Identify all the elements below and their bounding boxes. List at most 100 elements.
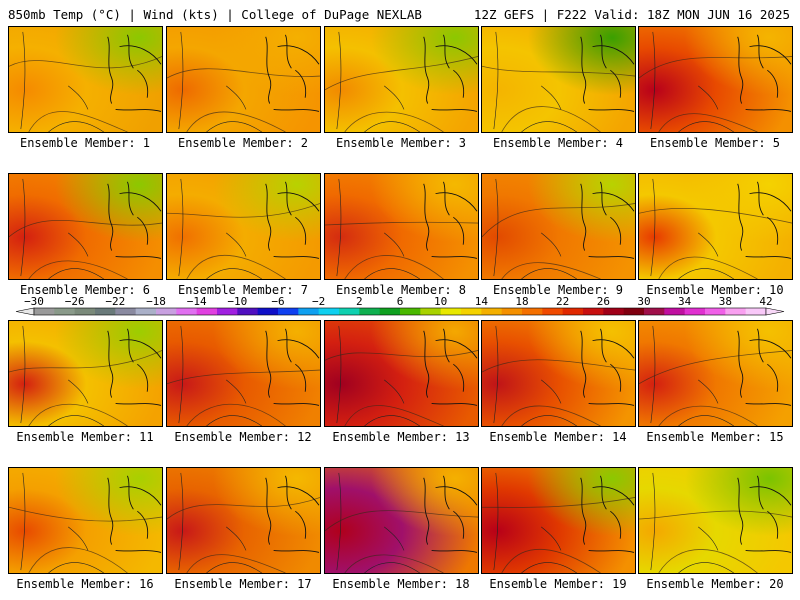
great-lakes-coastline	[107, 328, 162, 406]
colorbar-tick-label: −22	[105, 296, 125, 308]
colorbar-tick-label: 34	[678, 296, 692, 308]
height-contour	[9, 220, 162, 279]
map-title: 850mb Temp (°C) | Wind (kts) | College o…	[8, 7, 422, 22]
colorbar-swatch	[339, 308, 360, 315]
colorbar-min-arrow	[15, 307, 35, 316]
ensemble-member-map	[8, 467, 163, 574]
colorbar-tick-label: −2	[312, 296, 325, 308]
state-borders	[650, 31, 734, 132]
state-borders	[493, 31, 577, 132]
height-contour	[325, 510, 478, 573]
ensemble-member-label: Ensemble Member: 7	[177, 283, 309, 297]
great-lakes-coastline	[737, 34, 792, 112]
colorbar-swatch	[196, 308, 218, 315]
ensemble-member-label: Ensemble Member: 15	[646, 430, 784, 444]
state-borders	[20, 325, 104, 426]
great-lakes-coastline	[580, 181, 635, 259]
great-lakes-coastline	[423, 475, 478, 553]
ensemble-member-label: Ensemble Member: 3	[335, 136, 467, 150]
height-contour	[325, 350, 478, 426]
great-lakes-coastline	[107, 475, 162, 553]
ensemble-member-label: Ensemble Member: 20	[646, 577, 784, 591]
colorbar-tick-label: 2	[356, 296, 363, 308]
colorbar-swatch	[562, 308, 584, 315]
colorbar-swatch	[644, 308, 665, 315]
ensemble-member-label: Ensemble Member: 9	[492, 283, 624, 297]
colorbar-tick-label: 18	[515, 296, 528, 308]
ensemble-member-map	[638, 320, 793, 427]
colorbar-tick-label: −6	[271, 296, 284, 308]
colorbar-swatch	[522, 308, 543, 315]
colorbar-swatch	[115, 308, 137, 315]
state-borders	[178, 472, 262, 573]
ensemble-member-map	[8, 320, 163, 427]
height-contour	[325, 56, 478, 132]
colorbar-tick-label: −10	[227, 296, 247, 308]
colorbar-tick-label: −18	[146, 296, 166, 308]
ensemble-member-map	[481, 320, 636, 427]
colorbar-swatch	[400, 308, 421, 315]
height-contour	[167, 68, 320, 132]
colorbar-swatch	[440, 308, 462, 315]
colorbar-tick-label: 30	[637, 296, 650, 308]
ensemble-member-map	[324, 173, 479, 280]
colorbar-swatch	[54, 308, 76, 315]
ensemble-member-map	[8, 173, 163, 280]
height-contour	[167, 369, 320, 426]
state-borders	[178, 325, 262, 426]
height-contour	[167, 497, 320, 573]
colorbar-swatch	[74, 308, 96, 315]
ensemble-member-map	[166, 26, 321, 133]
height-contour	[639, 350, 792, 426]
state-borders	[336, 31, 420, 132]
great-lakes-coastline	[265, 475, 320, 553]
colorbar-swatch	[501, 308, 523, 315]
ensemble-member-label: Ensemble Member: 12	[174, 430, 312, 444]
great-lakes-coastline	[265, 34, 320, 112]
ensemble-member-label: Ensemble Member: 10	[646, 283, 784, 297]
ensemble-member-label: Ensemble Member: 16	[16, 577, 154, 591]
height-contour	[482, 497, 635, 573]
ensemble-member-map	[8, 26, 163, 133]
temperature-colorbar: −30 −26 −22 −18 −14 −10 −6 −2 2 6 10 14 18 22 26 30 34 38…	[0, 296, 800, 318]
colorbar-swatch	[278, 308, 299, 315]
height-contour	[482, 203, 635, 279]
colorbar-swatch	[156, 308, 177, 315]
colorbar-swatch	[725, 308, 747, 315]
ensemble-member-map	[324, 26, 479, 133]
ensemble-member-map	[638, 467, 793, 574]
great-lakes-coastline	[423, 34, 478, 112]
colorbar-swatch	[95, 308, 116, 315]
ensemble-member-label: Ensemble Member: 2	[177, 136, 309, 150]
colorbar-tick-label: 42	[759, 296, 772, 308]
state-borders	[20, 31, 104, 132]
height-contour	[167, 203, 320, 279]
height-contour	[325, 221, 478, 279]
ensemble-member-map	[166, 173, 321, 280]
ensemble-member-map	[166, 320, 321, 427]
ensemble-member-label: Ensemble Member: 4	[492, 136, 624, 150]
ensemble-member-label: Ensemble Member: 6	[19, 283, 151, 297]
height-contour	[639, 208, 792, 279]
ensemble-member-label: Ensemble Member: 14	[489, 430, 627, 444]
ensemble-member-map	[324, 467, 479, 574]
colorbar-swatch	[359, 308, 381, 315]
colorbar-swatch	[705, 308, 726, 315]
state-borders	[336, 325, 420, 426]
colorbar-swatch	[379, 308, 401, 315]
state-borders	[493, 178, 577, 279]
ensemble-member-label: Ensemble Member: 19	[489, 577, 627, 591]
colorbar-tick-label: −30	[24, 296, 44, 308]
state-borders	[20, 178, 104, 279]
state-borders	[336, 178, 420, 279]
ensemble-member-label: Ensemble Member: 18	[332, 577, 470, 591]
great-lakes-coastline	[107, 34, 162, 112]
colorbar-tick-label: 10	[434, 296, 447, 308]
colorbar-swatch	[542, 308, 564, 315]
state-borders	[493, 472, 577, 573]
colorbar-swatch	[135, 308, 157, 315]
colorbar-swatch	[745, 308, 767, 315]
ensemble-member-label: Ensemble Member: 17	[174, 577, 312, 591]
state-borders	[493, 325, 577, 426]
state-borders	[178, 178, 262, 279]
